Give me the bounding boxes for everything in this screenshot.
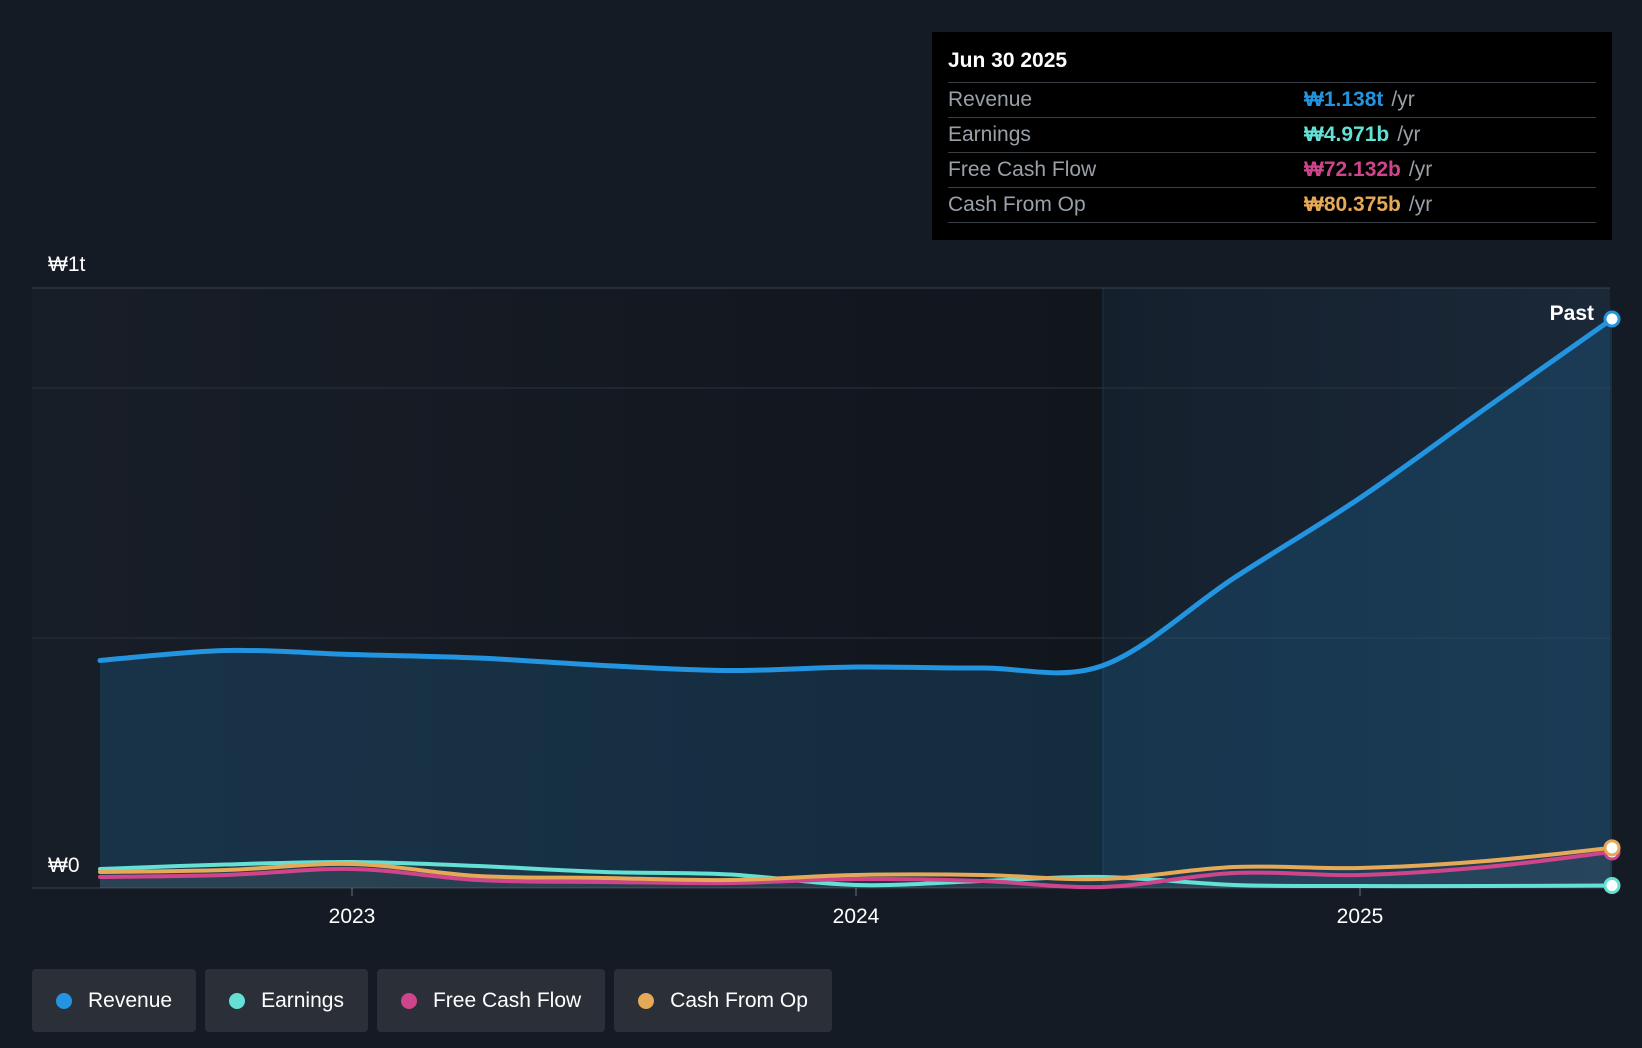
legend-label: Revenue [88,989,172,1013]
tooltip-row-revenue: Revenue ₩1.138t/yr [948,82,1596,117]
legend-item-free-cash-flow[interactable]: Free Cash Flow [377,969,605,1032]
tooltip-row-unit: /yr [1409,158,1432,182]
y-axis-bottom-label: ₩0 [48,854,80,877]
legend-dot-icon [638,993,654,1009]
tooltip-row-cash-from-op: Cash From Op ₩80.375b/yr [948,187,1596,223]
legend-label: Free Cash Flow [433,989,581,1013]
legend-item-cash-from-op[interactable]: Cash From Op [614,969,832,1032]
tooltip-date: Jun 30 2025 [948,46,1596,82]
y-axis-top-label: ₩1t [48,253,86,276]
past-label: Past [1550,302,1594,325]
legend-dot-icon [229,993,245,1009]
tooltip-row-name: Earnings [948,123,1304,147]
x-tick-label: 2023 [329,905,376,928]
tooltip-row-value: ₩72.132b [1304,158,1401,182]
legend-label: Cash From Op [670,989,808,1013]
legend-label: Earnings [261,989,344,1013]
earnings-point [1605,879,1619,893]
legend-dot-icon [56,993,72,1009]
legend: Revenue Earnings Free Cash Flow Cash From O… [32,969,832,1032]
tooltip-row-unit: /yr [1391,88,1414,112]
x-tick-label: 2024 [833,905,880,928]
tooltip-row-unit: /yr [1397,123,1420,147]
legend-dot-icon [401,993,417,1009]
legend-item-revenue[interactable]: Revenue [32,969,196,1032]
tooltip-row-name: Revenue [948,88,1304,112]
tooltip: Jun 30 2025 Revenue ₩1.138t/yr Earnings ₩4.… [932,32,1612,240]
tooltip-row-value: ₩1.138t [1304,88,1383,112]
tooltip-row-unit: /yr [1409,193,1432,217]
revenue-point [1605,312,1619,326]
legend-item-earnings[interactable]: Earnings [205,969,368,1032]
tooltip-row-name: Cash From Op [948,193,1304,217]
tooltip-row-name: Free Cash Flow [948,158,1304,182]
tooltip-row-value: ₩80.375b [1304,193,1401,217]
tooltip-row-free-cash-flow: Free Cash Flow ₩72.132b/yr [948,152,1596,187]
x-tick-label: 2025 [1337,905,1384,928]
tooltip-row-earnings: Earnings ₩4.971b/yr [948,117,1596,152]
cash-from-op-point [1605,841,1619,855]
tooltip-row-value: ₩4.971b [1304,123,1389,147]
